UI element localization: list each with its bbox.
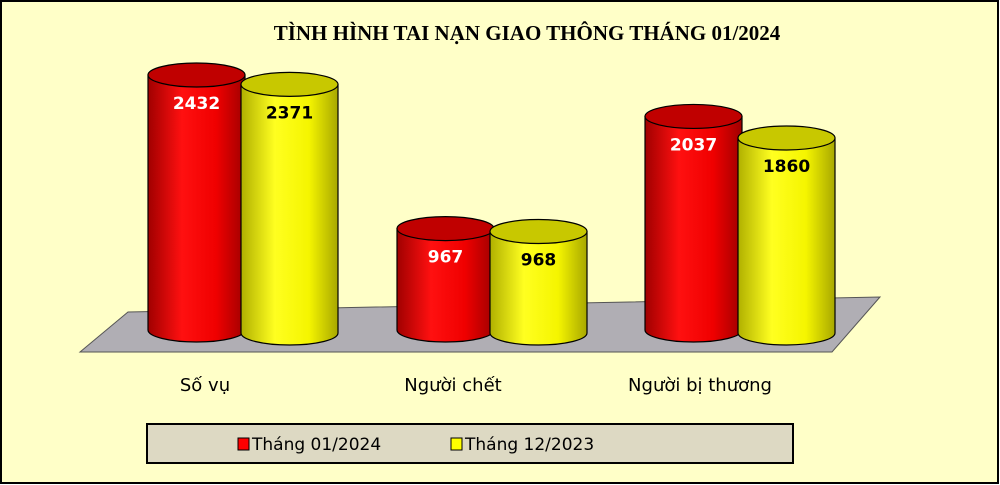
legend: Tháng 01/2024 Tháng 12/2023 xyxy=(146,423,794,464)
bar-top xyxy=(147,62,246,88)
category-label: Người chết xyxy=(404,375,501,396)
bar-cylinder xyxy=(489,230,588,346)
bar-top xyxy=(240,71,339,97)
legend-swatch-red xyxy=(237,437,250,451)
data-label: 2037 xyxy=(670,135,717,155)
legend-label: Tháng 12/2023 xyxy=(464,435,594,455)
category-label: Số vụ xyxy=(180,375,230,396)
data-label: 967 xyxy=(428,248,464,268)
bar-top xyxy=(737,125,836,151)
data-label: 2432 xyxy=(173,94,220,114)
bar-cylinder xyxy=(147,74,246,343)
data-label: 2371 xyxy=(266,103,313,123)
bar-top xyxy=(489,218,588,245)
bar-cylinder xyxy=(737,137,836,346)
data-label: 1860 xyxy=(763,157,810,177)
legend-swatch-yellow xyxy=(450,437,463,451)
chart-title: TÌNH HÌNH TAI NẠN GIAO THÔNG THÁNG 01/20… xyxy=(274,21,781,45)
bar-cylinder xyxy=(396,228,495,343)
legend-label: Tháng 01/2024 xyxy=(251,435,381,455)
bar-cylinder xyxy=(240,83,339,346)
data-label: 968 xyxy=(521,251,557,271)
category-label: Người bị thương xyxy=(628,375,772,396)
bar-top xyxy=(396,216,495,242)
bar-top xyxy=(644,103,743,130)
